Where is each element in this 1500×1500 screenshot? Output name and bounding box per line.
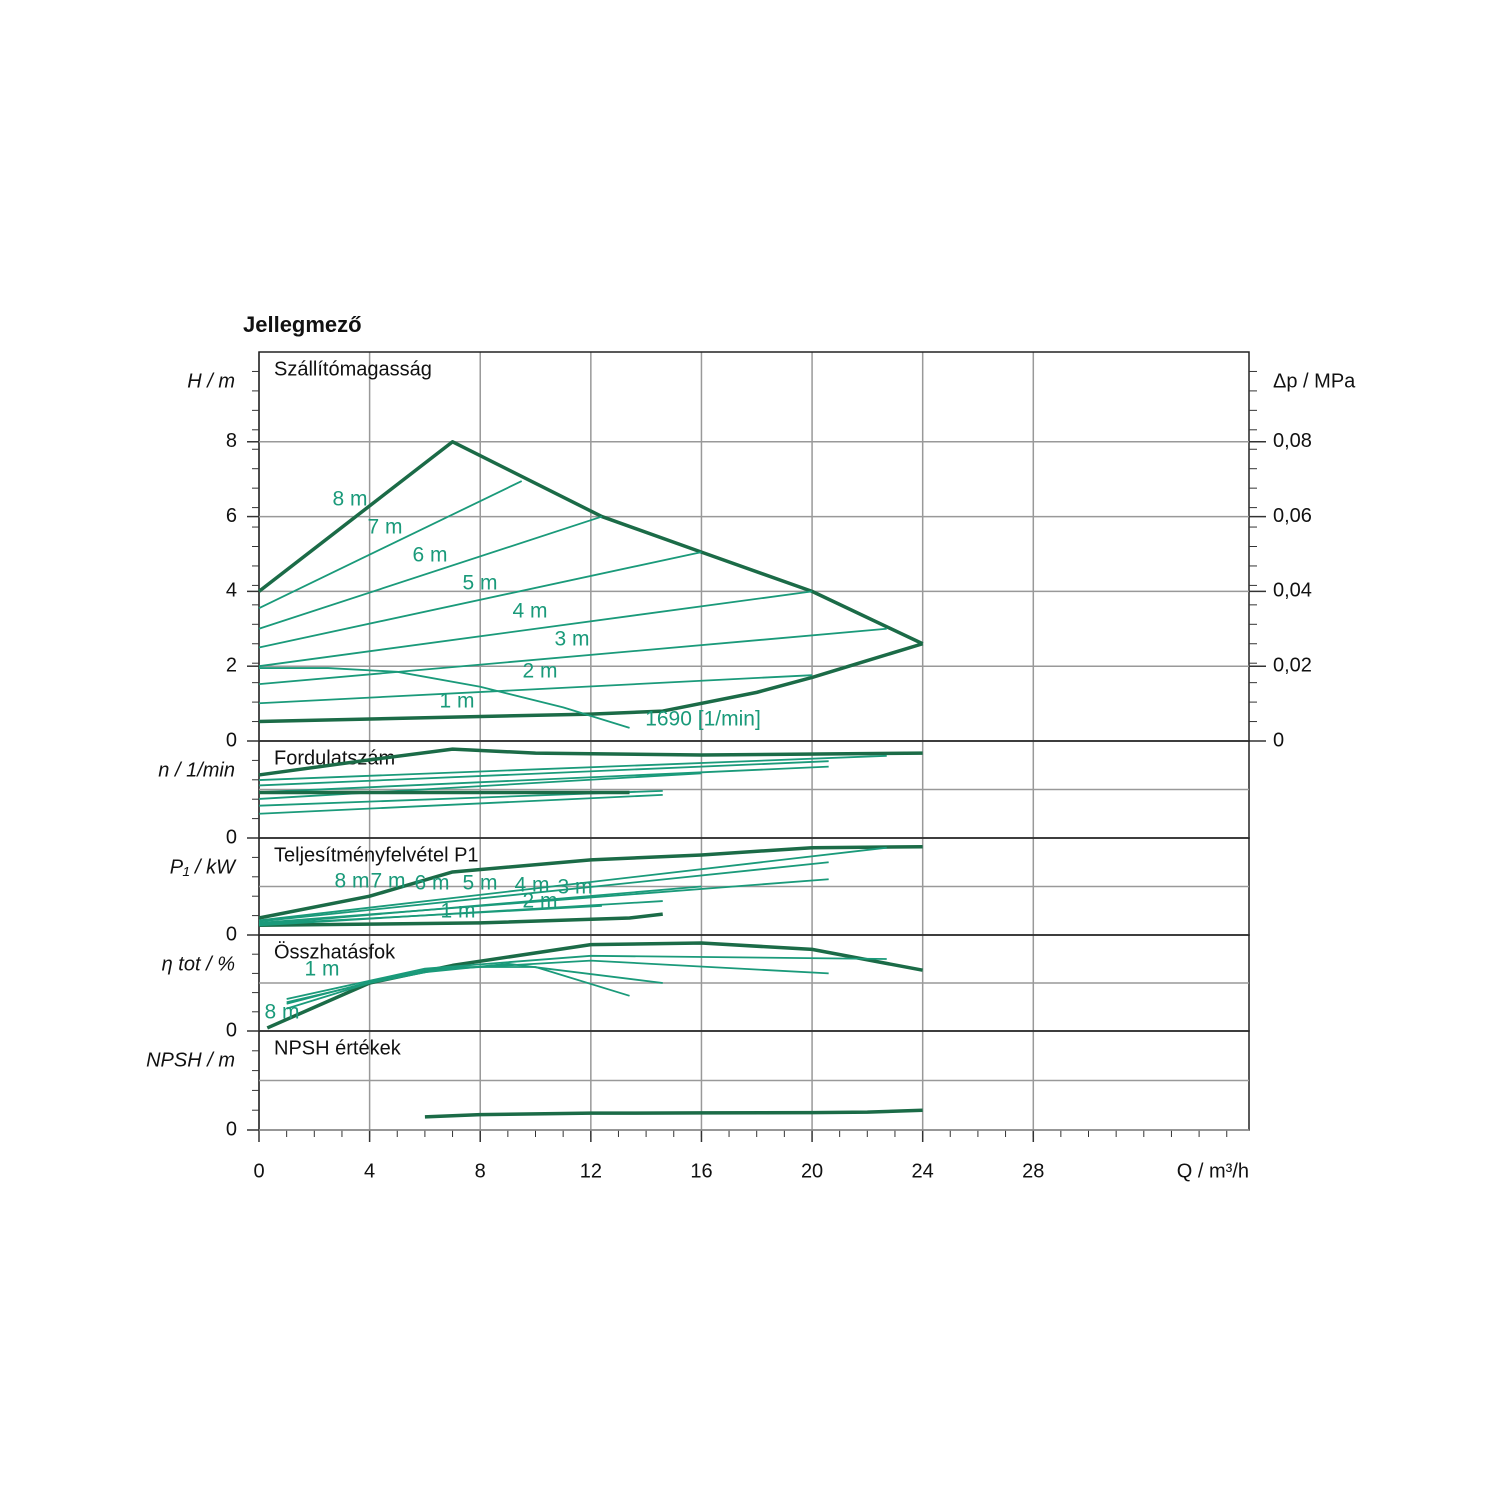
curve <box>259 667 630 729</box>
curve-label: 7 m <box>367 516 402 539</box>
y2-tick-label: 0,06 <box>1273 505 1312 527</box>
y-tick-label: 0 <box>226 729 237 751</box>
panel-title: Fordulatszám <box>274 747 395 769</box>
panel-title: Szállítómagasság <box>274 358 432 380</box>
curve <box>258 885 702 926</box>
curve <box>257 440 924 646</box>
y-axis-label: NPSH / m <box>146 1049 235 1071</box>
curve <box>258 747 923 777</box>
curve <box>258 627 887 686</box>
curve-label: 5 m <box>462 572 497 595</box>
curve <box>258 846 887 922</box>
y-axis-label: n / 1/min <box>158 759 235 781</box>
y-tick-label: 0 <box>226 826 237 848</box>
curve-label: 8 m <box>264 1001 299 1024</box>
y2-tick-label: 0 <box>1273 729 1284 751</box>
curve-label: 3 m <box>557 876 592 899</box>
curve-label: 1 m <box>440 900 475 923</box>
x-tick-label: 4 <box>364 1160 375 1182</box>
x-tick-label: 20 <box>801 1160 823 1182</box>
curve <box>258 905 602 926</box>
curve <box>286 959 829 1004</box>
y-axis-label: η tot / % <box>162 953 235 975</box>
panel-title: NPSH értékek <box>274 1037 402 1059</box>
curve-label: 6 m <box>412 544 447 567</box>
y-tick-label: 2 <box>226 654 237 676</box>
y-tick-label: 0 <box>226 1019 237 1041</box>
curve <box>258 861 829 923</box>
curve-label: 1690 [1/min] <box>645 708 761 731</box>
y2-tick-label: 0,08 <box>1273 430 1312 452</box>
panel-title: Összhatásfok <box>274 941 396 963</box>
curve <box>258 674 813 705</box>
x-tick-label: 16 <box>690 1160 712 1182</box>
y-tick-label: 0 <box>226 1118 237 1140</box>
x-tick-label: 0 <box>253 1160 264 1182</box>
curve <box>258 480 523 610</box>
x-axis-label: Q / m³/h <box>1177 1160 1249 1182</box>
curve <box>258 754 887 781</box>
curve <box>258 772 702 800</box>
panel-title: Teljesítményfelvétel P1 <box>274 844 479 866</box>
curve-label: 1 m <box>304 958 339 981</box>
curve-label: 1 m <box>439 690 474 713</box>
curve-label: 8 m <box>332 488 367 511</box>
curve <box>424 1108 923 1119</box>
y2-tick-label: 0,04 <box>1273 580 1312 602</box>
curve-label: 3 m <box>554 628 589 651</box>
curve <box>258 515 603 630</box>
curve <box>258 760 829 787</box>
y2-tick-label: 0,02 <box>1273 654 1312 676</box>
y-axis-label: H / m <box>187 370 235 392</box>
chart-title: Jellegmező <box>243 312 362 337</box>
curve-label: 5 m <box>462 872 497 895</box>
curve <box>286 954 887 1000</box>
curve-label: 7 m <box>370 870 405 893</box>
x-tick-label: 8 <box>475 1160 486 1182</box>
x-tick-label: 24 <box>912 1160 934 1182</box>
curve <box>258 590 813 668</box>
curve <box>286 962 663 1005</box>
y-axis-label: P₁ / kW <box>170 856 237 878</box>
curve <box>258 912 663 928</box>
y-tick-label: 6 <box>226 505 237 527</box>
curve <box>258 642 924 724</box>
curve <box>258 765 829 794</box>
curve <box>258 551 702 649</box>
y-tick-label: 4 <box>226 580 237 602</box>
x-tick-label: 28 <box>1022 1160 1044 1182</box>
curve-label: 2 m <box>522 890 557 913</box>
y-tick-label: 8 <box>226 430 237 452</box>
panel-frame <box>258 351 1250 742</box>
curve <box>258 844 923 920</box>
curve-label: 4 m <box>514 874 549 897</box>
curve-label: 6 m <box>414 872 449 895</box>
curve-label: 4 m <box>512 600 547 623</box>
curve-label: 2 m <box>522 660 557 683</box>
curve <box>258 793 663 815</box>
x-tick-label: 12 <box>580 1160 602 1182</box>
y2-axis-label: Δp / MPa <box>1273 370 1356 392</box>
curve-label: 8 m <box>334 870 369 893</box>
y-tick-label: 0 <box>226 923 237 945</box>
